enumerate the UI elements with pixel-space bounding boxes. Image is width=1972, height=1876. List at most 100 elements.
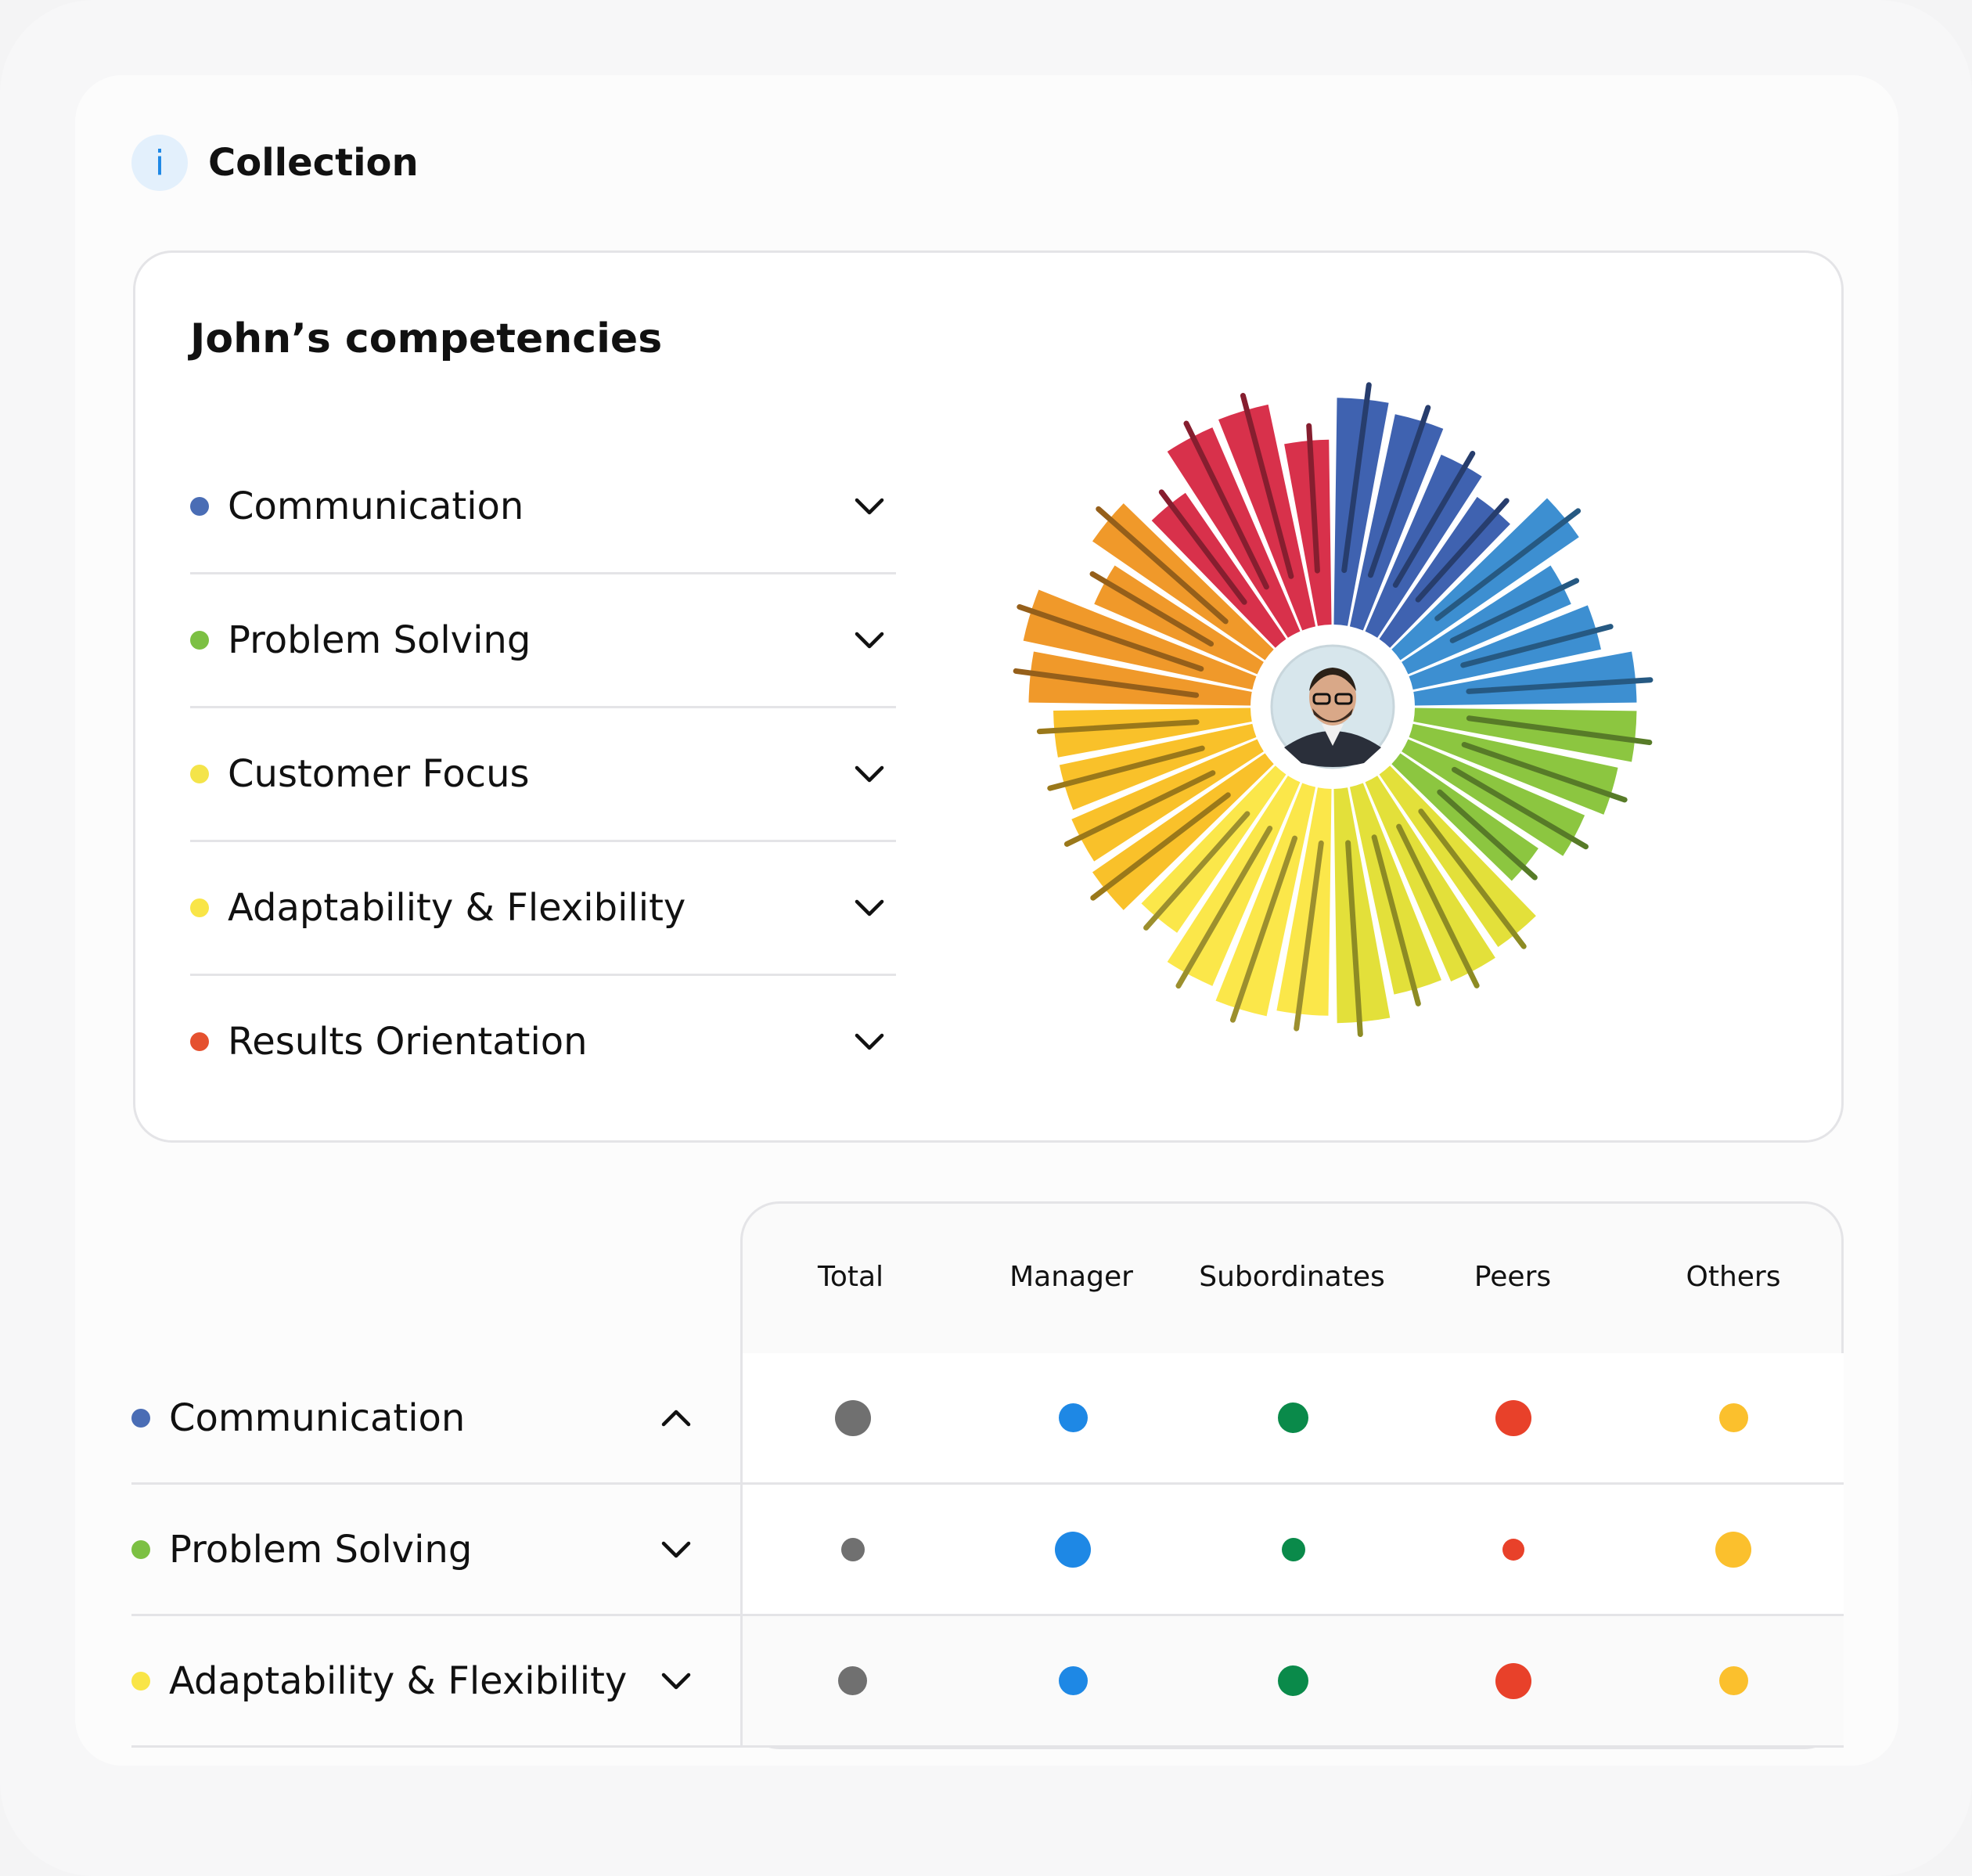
chart-marker-line	[1096, 506, 1229, 625]
chart-marker-line	[1466, 715, 1653, 746]
competency-item[interactable]: Communication	[190, 441, 896, 574]
chart-marker-line	[1306, 423, 1320, 574]
competency-dot	[131, 1408, 150, 1428]
chart-marker-line	[1047, 745, 1205, 791]
table-header: Total Manager Subordinates Peers Others	[740, 1201, 1844, 1353]
row-values	[740, 1485, 1844, 1614]
chart-bar[interactable]	[1365, 454, 1482, 638]
rating-bubble[interactable]	[1715, 1531, 1752, 1568]
chevron-down-icon[interactable]	[849, 754, 890, 794]
rating-cell	[1624, 1353, 1844, 1482]
chart-bar[interactable]	[1402, 739, 1585, 856]
competency-label: Adaptability & Flexibility	[228, 886, 686, 930]
chevron-down-icon[interactable]	[849, 1021, 890, 1062]
rating-bubble[interactable]	[1278, 1665, 1309, 1696]
rating-bubble[interactable]	[1055, 1531, 1092, 1568]
row-header[interactable]: Communication	[131, 1353, 740, 1482]
chart-marker-line	[1392, 451, 1476, 589]
rating-bubble[interactable]	[1495, 1662, 1531, 1699]
rating-bubble[interactable]	[838, 1666, 868, 1695]
chart-bar[interactable]	[1094, 565, 1264, 675]
chart-marker-line	[1418, 808, 1527, 949]
chevron-down-icon[interactable]	[849, 888, 890, 928]
chart-bar[interactable]	[1284, 439, 1332, 626]
avatar[interactable]	[1270, 644, 1395, 769]
chart-bar[interactable]	[1059, 723, 1257, 810]
row-label: Problem Solving	[169, 1527, 473, 1572]
competency-label: Results Orientation	[228, 1020, 588, 1064]
row-header[interactable]: Adaptability & Flexibility	[131, 1616, 740, 1745]
competency-dot	[131, 1539, 150, 1559]
rating-bubble[interactable]	[1495, 1399, 1531, 1436]
rating-cell	[1403, 1616, 1623, 1745]
competency-label: Communication	[228, 484, 524, 528]
rating-bubble[interactable]	[1281, 1537, 1305, 1561]
chart-bar[interactable]	[1215, 783, 1316, 1017]
chevron-down-icon[interactable]	[656, 1661, 696, 1701]
chart-bar[interactable]	[1409, 605, 1601, 690]
chart-marker-line	[1183, 420, 1269, 590]
rating-cell	[1624, 1616, 1844, 1745]
table-row: Problem Solving	[131, 1485, 1844, 1616]
chart-marker-line	[1341, 382, 1372, 574]
chart-marker-line	[1437, 789, 1538, 880]
rating-cell	[963, 1353, 1182, 1482]
rating-bubble[interactable]	[1718, 1403, 1748, 1432]
chart-bar[interactable]	[1349, 414, 1444, 631]
chart-bar[interactable]	[1071, 739, 1264, 862]
chart-marker-line	[1036, 719, 1200, 735]
rating-bubble[interactable]	[1278, 1402, 1309, 1433]
ratings-table: Total Manager Subordinates Peers Others Comm…	[131, 1201, 1844, 1749]
info-icon[interactable]: i	[131, 135, 188, 191]
rating-bubble[interactable]	[840, 1537, 865, 1561]
competency-item[interactable]: Adaptability & Flexibility	[190, 842, 896, 976]
chart-bar[interactable]	[1023, 589, 1257, 690]
chart-marker-line	[1090, 792, 1231, 901]
rating-bubble[interactable]	[1718, 1666, 1748, 1695]
chart-marker-line	[1396, 823, 1480, 988]
chart-bar[interactable]	[1053, 708, 1252, 758]
rating-cell	[1403, 1485, 1623, 1614]
radial-chart-svg	[1013, 382, 1654, 1038]
competencies-panel: John’s competencies Communication Problem…	[133, 250, 1844, 1143]
chevron-down-icon[interactable]	[656, 1529, 696, 1570]
chart-marker-line	[1449, 578, 1580, 643]
row-header[interactable]: Problem Solving	[131, 1485, 740, 1614]
competency-radial-chart	[996, 370, 1669, 1043]
chart-bar[interactable]	[1409, 723, 1618, 815]
rating-cell	[1403, 1353, 1623, 1482]
chart-marker-line	[1451, 766, 1589, 850]
row-values	[740, 1353, 1844, 1482]
competency-item[interactable]: Results Orientation	[190, 976, 896, 1107]
chevron-down-icon[interactable]	[849, 486, 890, 527]
row-values	[740, 1616, 1844, 1745]
chart-marker-line	[1461, 741, 1628, 803]
page-title: Collection	[208, 141, 419, 185]
chart-marker-line	[1229, 835, 1298, 1023]
rating-bubble[interactable]	[834, 1399, 871, 1436]
competency-item[interactable]: Customer Focus	[190, 708, 896, 842]
rating-bubble[interactable]	[1058, 1403, 1088, 1432]
chart-bar[interactable]	[1413, 708, 1637, 762]
rating-bubble[interactable]	[1502, 1538, 1524, 1561]
rating-bubble[interactable]	[1058, 1666, 1088, 1695]
chart-marker-line	[1143, 811, 1250, 931]
rating-cell	[1183, 1616, 1403, 1745]
competency-item[interactable]: Problem Solving	[190, 574, 896, 708]
competency-dot	[190, 765, 209, 783]
competency-list: Communication Problem Solving Customer Foc…	[190, 441, 896, 1107]
chart-bar[interactable]	[1276, 787, 1332, 1016]
chart-marker-line	[1466, 677, 1654, 694]
panel-title: John’s competencies	[190, 315, 663, 362]
chevron-up-icon[interactable]	[656, 1398, 696, 1439]
chart-marker-line	[1294, 840, 1324, 1032]
competency-dot	[190, 898, 209, 917]
rating-cell	[963, 1616, 1182, 1745]
rating-cell	[743, 1353, 963, 1482]
chart-marker-line	[1367, 405, 1431, 578]
rating-cell	[963, 1485, 1182, 1614]
chart-bar[interactable]	[1028, 651, 1252, 706]
chart-bar[interactable]	[1402, 565, 1571, 675]
chevron-down-icon[interactable]	[849, 620, 890, 661]
chart-bar[interactable]	[1333, 398, 1389, 626]
